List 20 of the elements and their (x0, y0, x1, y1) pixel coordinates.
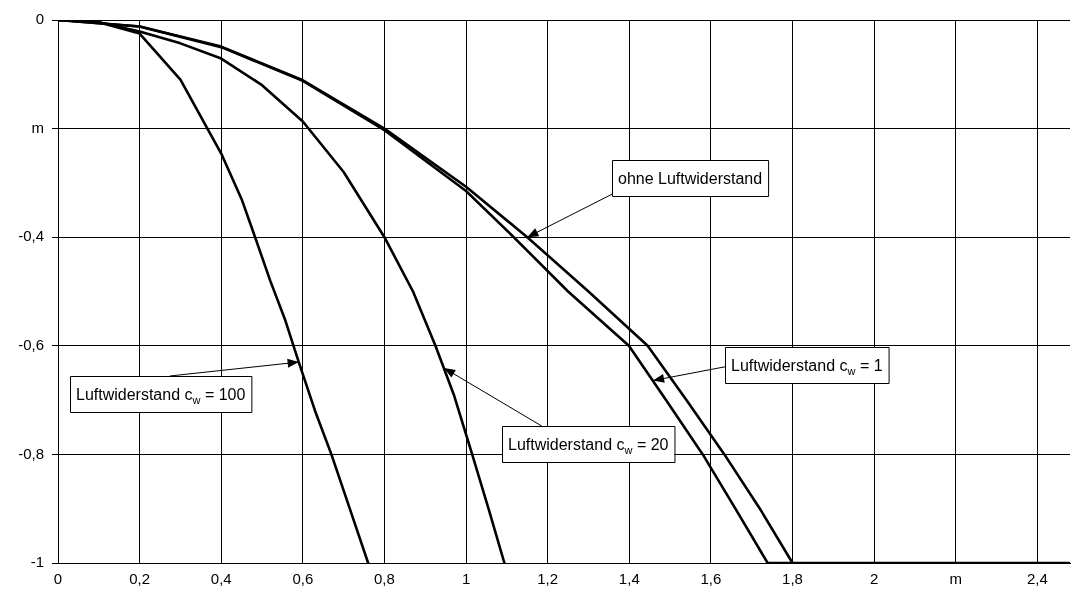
y-tick-label: -0,8 (18, 444, 44, 462)
x-tick-label: 0,4 (210, 570, 232, 588)
x-tick-label: 2,4 (1026, 570, 1048, 588)
x-tick-label: 1,2 (537, 570, 559, 588)
x-tick-label: 0,8 (374, 570, 395, 588)
y-tick-label: -1 (30, 553, 44, 571)
x-tick-label: 1 (461, 570, 471, 588)
x-tick-label: 1,8 (782, 570, 803, 588)
annotation: ohne Luftwiderstand (618, 170, 763, 187)
y-tick-label: m (31, 118, 44, 136)
y-tick-label: -0,6 (18, 335, 44, 353)
x-tick-label: m (949, 570, 962, 588)
x-tick-label: 0 (53, 570, 63, 588)
x-tick-label: 0,6 (292, 570, 314, 588)
y-tick-label: -0,4 (18, 227, 44, 245)
x-tick-label: 0,2 (129, 570, 151, 588)
x-tick-label: 1,4 (618, 570, 640, 588)
x-tick-label: 1,6 (700, 570, 722, 588)
x-tick-label: 2 (869, 570, 879, 588)
y-tick-label: 0 (35, 10, 44, 28)
